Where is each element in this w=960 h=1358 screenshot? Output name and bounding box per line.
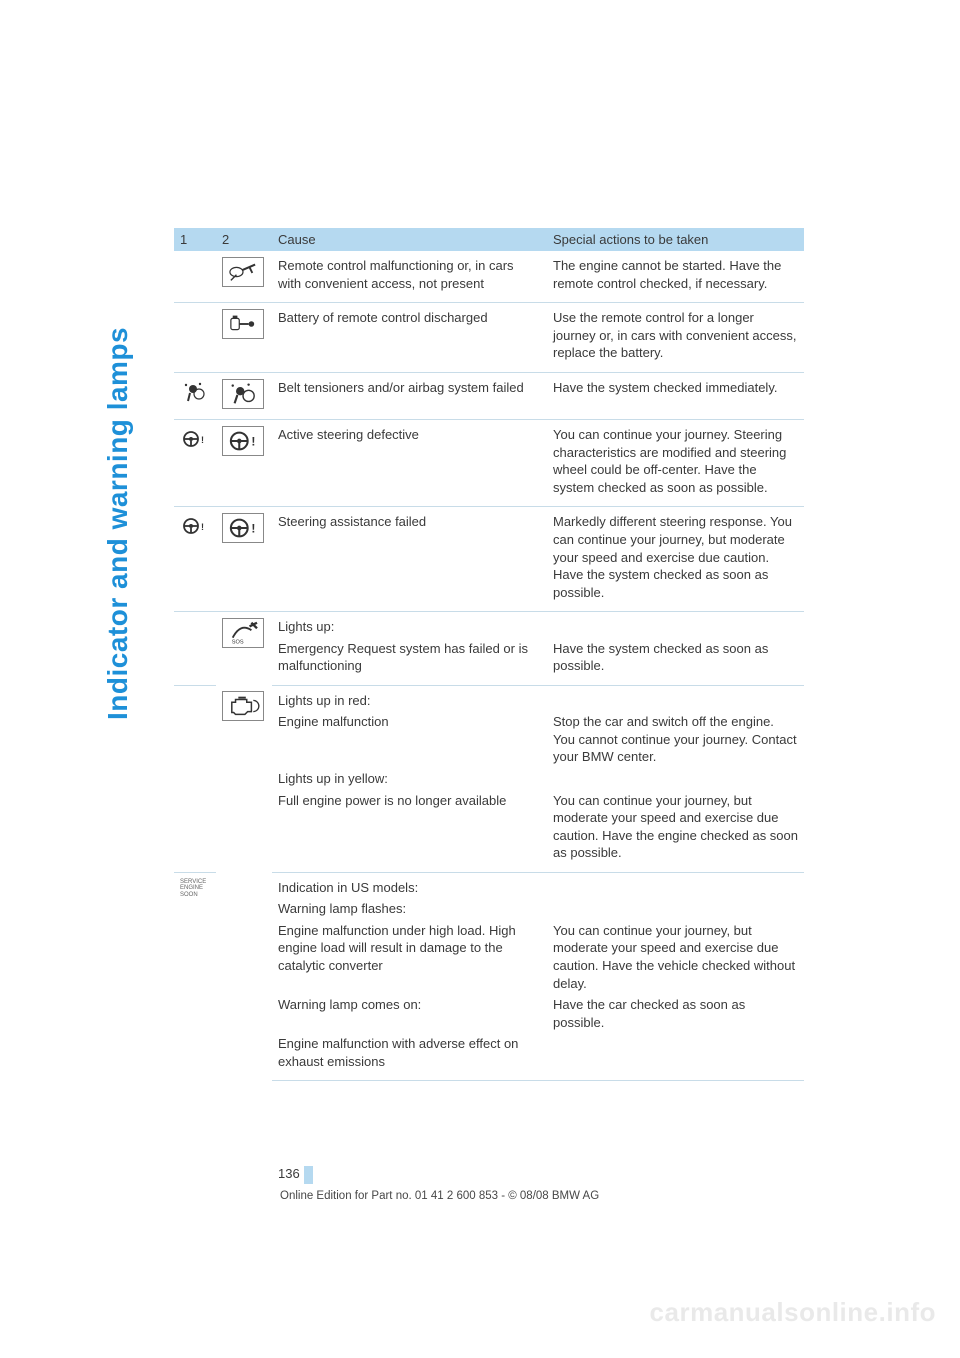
airbag-small-icon bbox=[180, 379, 206, 405]
table-header-row: 1 2 Cause Special actions to be taken bbox=[174, 228, 804, 251]
cell-icon2 bbox=[216, 372, 272, 420]
cell-action: You can continue your journey, but moder… bbox=[547, 790, 804, 873]
cell-icon1 bbox=[174, 372, 216, 420]
service-engine-soon-icon: SERVICE ENGINE SOON bbox=[180, 879, 206, 899]
table-row: SOS Lights up: bbox=[174, 612, 804, 638]
cell-empty bbox=[547, 1033, 804, 1081]
footer-text: Online Edition for Part no. 01 41 2 600 … bbox=[280, 1190, 599, 1202]
cell-subhead: Lights up: bbox=[272, 612, 547, 638]
main-table-container: 1 2 Cause Special actions to be taken Re… bbox=[174, 228, 804, 1081]
table-row: Belt tensioners and/or airbag system fai… bbox=[174, 372, 804, 420]
cell-empty bbox=[547, 612, 804, 638]
cell-action: You can continue your journey, but moder… bbox=[547, 920, 804, 994]
cell-cause: Engine malfunction under high load. High… bbox=[272, 920, 547, 994]
steering-icon: ! bbox=[222, 426, 264, 456]
cell-cause: Remote control malfunctioning or, in car… bbox=[272, 251, 547, 303]
cell-cause: Steering assistance failed bbox=[272, 507, 547, 612]
table-row: ! ! Active steering defective You can co… bbox=[174, 420, 804, 507]
page-marker bbox=[304, 1166, 313, 1184]
cell-action: Have the system checked as soon as possi… bbox=[547, 638, 804, 686]
cell-action: Have the system checked immediately. bbox=[547, 372, 804, 420]
svg-text:SOS: SOS bbox=[232, 639, 244, 645]
page-number: 136 bbox=[278, 1166, 300, 1181]
cell-cause: Engine malfunction bbox=[272, 711, 547, 768]
cell-cause: Belt tensioners and/or airbag system fai… bbox=[272, 372, 547, 420]
header-col-1: 1 bbox=[174, 228, 216, 251]
cell-subhead: Warning lamp comes on: bbox=[272, 994, 547, 1033]
steering-icon: ! bbox=[222, 513, 264, 543]
cell-subhead: Indication in US models: bbox=[272, 872, 547, 898]
steering-small-icon: ! bbox=[180, 426, 206, 452]
cell-action: Use the remote control for a longer jour… bbox=[547, 303, 804, 373]
svg-text:!: ! bbox=[201, 522, 204, 532]
cell-icon2: ! bbox=[216, 507, 272, 612]
cell-icon2 bbox=[216, 251, 272, 303]
cell-action: You can continue your journey. Steering … bbox=[547, 420, 804, 507]
cell-action: Have the car checked as soon as possible… bbox=[547, 994, 804, 1033]
cell-icon1 bbox=[174, 790, 216, 873]
cell-icon1 bbox=[174, 768, 216, 790]
svg-text:!: ! bbox=[251, 522, 255, 536]
cell-cause: Engine malfunction with adverse effect o… bbox=[272, 1033, 547, 1081]
cell-cause: Active steering defective bbox=[272, 420, 547, 507]
header-col-cause: Cause bbox=[272, 228, 547, 251]
watermark: carmanualsonline.info bbox=[650, 1297, 936, 1328]
cell-icon1 bbox=[174, 685, 216, 711]
sos-icon: SOS bbox=[222, 618, 264, 648]
cell-empty bbox=[547, 898, 804, 920]
header-col-2: 2 bbox=[216, 228, 272, 251]
cell-icon2 bbox=[216, 685, 272, 872]
airbag-icon bbox=[222, 379, 264, 409]
page-number-block: 136 bbox=[278, 1166, 313, 1181]
steering-small-icon: ! bbox=[180, 513, 206, 539]
cell-empty bbox=[547, 768, 804, 790]
cell-action: The engine cannot be started. Have the r… bbox=[547, 251, 804, 303]
cell-cause: Full engine power is no longer available bbox=[272, 790, 547, 873]
cell-subhead: Lights up in yellow: bbox=[272, 768, 547, 790]
table-row: Battery of remote control discharged Use… bbox=[174, 303, 804, 373]
table-row: Remote control malfunctioning or, in car… bbox=[174, 251, 804, 303]
table-row: Lights up in red: bbox=[174, 685, 804, 711]
section-title: Indicator and warning lamps bbox=[102, 327, 134, 720]
svg-text:!: ! bbox=[251, 435, 255, 449]
battery-key-icon bbox=[222, 309, 264, 339]
cell-cause: Emergency Request system has failed or i… bbox=[272, 638, 547, 686]
cell-cause: Battery of remote control discharged bbox=[272, 303, 547, 373]
cell-subhead: Warning lamp flashes: bbox=[272, 898, 547, 920]
cell-icon2 bbox=[216, 303, 272, 373]
cell-icon1 bbox=[174, 251, 216, 303]
cell-empty bbox=[547, 872, 804, 898]
cell-icon1 bbox=[174, 711, 216, 768]
cell-icon1: SERVICE ENGINE SOON bbox=[174, 872, 216, 1080]
cell-icon1 bbox=[174, 638, 216, 686]
cell-icon1 bbox=[174, 303, 216, 373]
cell-icon2 bbox=[216, 872, 272, 1080]
cell-icon2: SOS bbox=[216, 612, 272, 686]
cell-subhead: Lights up in red: bbox=[272, 685, 547, 711]
table-row: ! ! Steering assistance failed Markedly … bbox=[174, 507, 804, 612]
cell-action: Markedly different steering response. Yo… bbox=[547, 507, 804, 612]
svg-text:!: ! bbox=[201, 435, 204, 445]
cell-icon1 bbox=[174, 612, 216, 638]
cell-empty bbox=[547, 685, 804, 711]
cell-action: Stop the car and switch off the engine. … bbox=[547, 711, 804, 768]
engine-icon bbox=[222, 691, 264, 721]
remote-key-icon bbox=[222, 257, 264, 287]
cell-icon2: ! bbox=[216, 420, 272, 507]
header-col-action: Special actions to be taken bbox=[547, 228, 804, 251]
table-row: SERVICE ENGINE SOON Indication in US mod… bbox=[174, 872, 804, 898]
cell-icon1: ! bbox=[174, 420, 216, 507]
cell-icon1: ! bbox=[174, 507, 216, 612]
warning-lamps-table: 1 2 Cause Special actions to be taken Re… bbox=[174, 228, 804, 1081]
